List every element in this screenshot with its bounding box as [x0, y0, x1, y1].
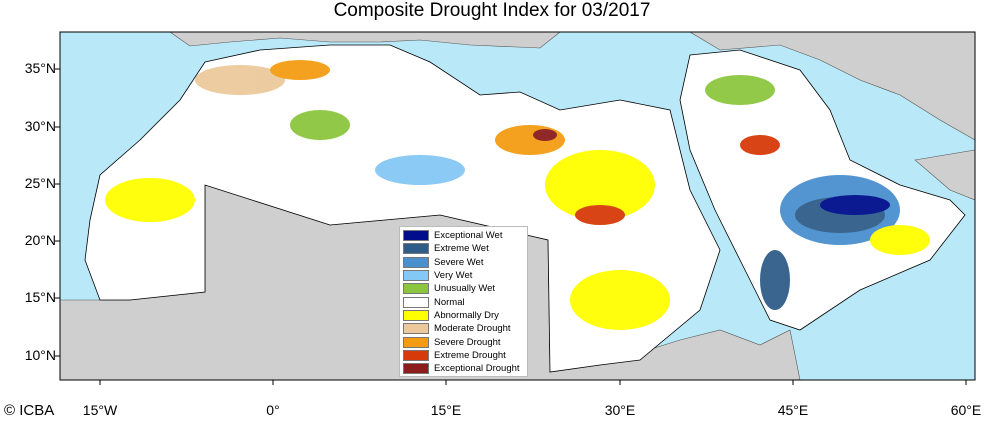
legend-swatch [403, 363, 429, 375]
legend-item: Exceptional Drought [403, 362, 527, 375]
lon-tick-label: 0° [266, 402, 280, 418]
legend-item: Severe Drought [403, 335, 527, 348]
legend-label: Severe Wet [434, 256, 484, 268]
legend-swatch [403, 256, 429, 268]
legend-label: Unusually Wet [434, 283, 496, 295]
legend-label: Normal [434, 296, 465, 308]
legend-item: Extreme Wet [403, 242, 527, 255]
legend-item: Extreme Drought [403, 349, 527, 362]
legend-label: Abnormally Dry [434, 309, 499, 321]
legend-item: Unusually Wet [403, 282, 527, 295]
legend-label: Moderate Drought [434, 323, 511, 335]
lat-tick-label: 25°N [24, 175, 56, 191]
legend-swatch [403, 270, 429, 282]
legend-label: Extreme Wet [434, 243, 489, 255]
map-frame [59, 31, 976, 381]
copyright: © ICBA [4, 402, 55, 419]
map-title: Composite Drought Index for 03/2017 [333, 0, 651, 21]
legend-swatch [403, 349, 429, 361]
lon-tick-label: 30°E [604, 402, 636, 418]
legend-item: Abnormally Dry [403, 309, 527, 322]
legend-swatch [403, 336, 429, 348]
legend: Exceptional Wet Extreme Wet Severe Wet Very… [399, 226, 528, 378]
legend-swatch [403, 243, 429, 255]
legend-swatch [403, 323, 429, 335]
legend-swatch [403, 309, 429, 321]
lat-tick-label: 30°N [24, 118, 56, 134]
legend-item: Moderate Drought [403, 322, 527, 335]
legend-label: Extreme Drought [434, 349, 506, 361]
legend-label: Severe Drought [434, 336, 501, 348]
legend-item: Severe Wet [403, 256, 527, 269]
axis-ticks [55, 68, 967, 385]
legend-item: Very Wet [403, 269, 527, 282]
legend-item: Exceptional Wet [403, 229, 527, 242]
lat-tick-label: 35°N [24, 60, 56, 76]
legend-swatch [403, 296, 429, 308]
index-patches [105, 60, 930, 330]
lon-tick-label: 15°W [82, 402, 118, 418]
lat-tick-label: 20°N [24, 232, 56, 248]
lon-tick-label: 60°E [950, 402, 982, 418]
legend-label: Very Wet [434, 270, 473, 282]
legend-swatch [403, 283, 429, 295]
legend-item: Normal [403, 295, 527, 308]
lon-tick-label: 45°E [777, 402, 809, 418]
lat-tick-label: 10°N [24, 347, 56, 363]
lon-tick-label: 15°E [430, 402, 462, 418]
legend-label: Exceptional Drought [434, 363, 520, 375]
lat-tick-label: 15°N [24, 289, 56, 305]
legend-swatch [403, 230, 429, 242]
legend-label: Exceptional Wet [434, 230, 503, 242]
